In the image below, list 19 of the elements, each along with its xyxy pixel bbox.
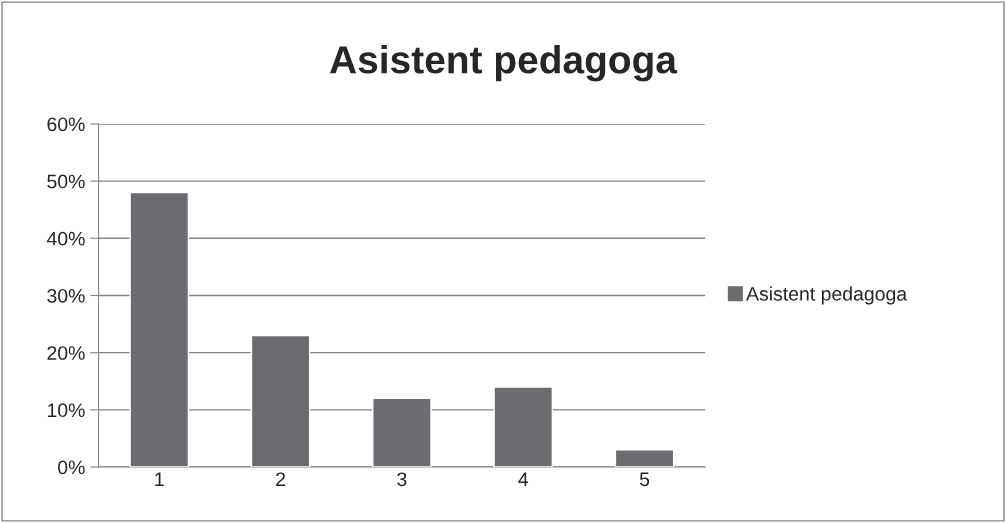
y-tick-label: 10%	[47, 403, 85, 418]
y-tick-label: 40%	[46, 231, 85, 246]
y-tick-label: 30%	[47, 288, 85, 303]
legend-label: Asistent pedagoga	[746, 286, 908, 305]
y-tick-label: 20%	[47, 346, 85, 360]
y-tick-label: 60%	[47, 117, 85, 132]
x-tick-label: 1	[155, 472, 164, 486]
y-tick-label: 50%	[47, 174, 85, 189]
x-tick-label: 5	[639, 472, 650, 487]
x-tick-label: 3	[397, 472, 407, 487]
bar	[614, 449, 675, 468]
bar	[372, 397, 432, 468]
bar	[493, 386, 554, 468]
bar	[250, 334, 311, 468]
chart-title: Asistent pedagoga	[330, 45, 678, 82]
y-tick-label: 0%	[58, 460, 85, 475]
bar	[129, 191, 190, 468]
x-tick-label: 4	[518, 472, 529, 486]
x-tick-label: 2	[276, 472, 285, 486]
